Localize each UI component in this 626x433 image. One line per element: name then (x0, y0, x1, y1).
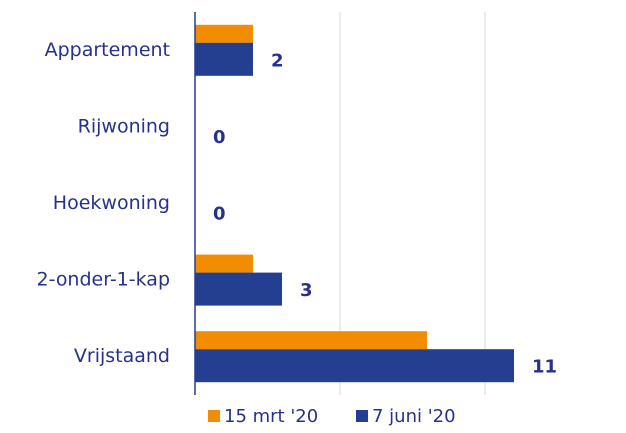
category-label: 2-onder-1-kap (37, 269, 170, 291)
category-label: Appartement (45, 39, 170, 61)
value-label: 0 (213, 204, 226, 225)
bar (195, 349, 514, 383)
legend-swatch (356, 410, 368, 422)
bar (195, 24, 253, 43)
bar (195, 42, 253, 76)
category-label: Rijwoning (78, 115, 170, 137)
value-label: 0 (213, 127, 226, 148)
legend-label: 7 juni '20 (372, 406, 456, 427)
bar (195, 272, 282, 306)
legend-label: 15 mrt '20 (224, 406, 318, 427)
value-label: 3 (300, 280, 313, 301)
category-label: Hoekwoning (53, 192, 170, 214)
bar (195, 254, 253, 273)
bar (195, 331, 427, 350)
value-label: 2 (271, 50, 284, 71)
legend-swatch (208, 410, 220, 422)
value-label: 11 (532, 357, 557, 378)
category-label: Vrijstaand (74, 345, 170, 367)
